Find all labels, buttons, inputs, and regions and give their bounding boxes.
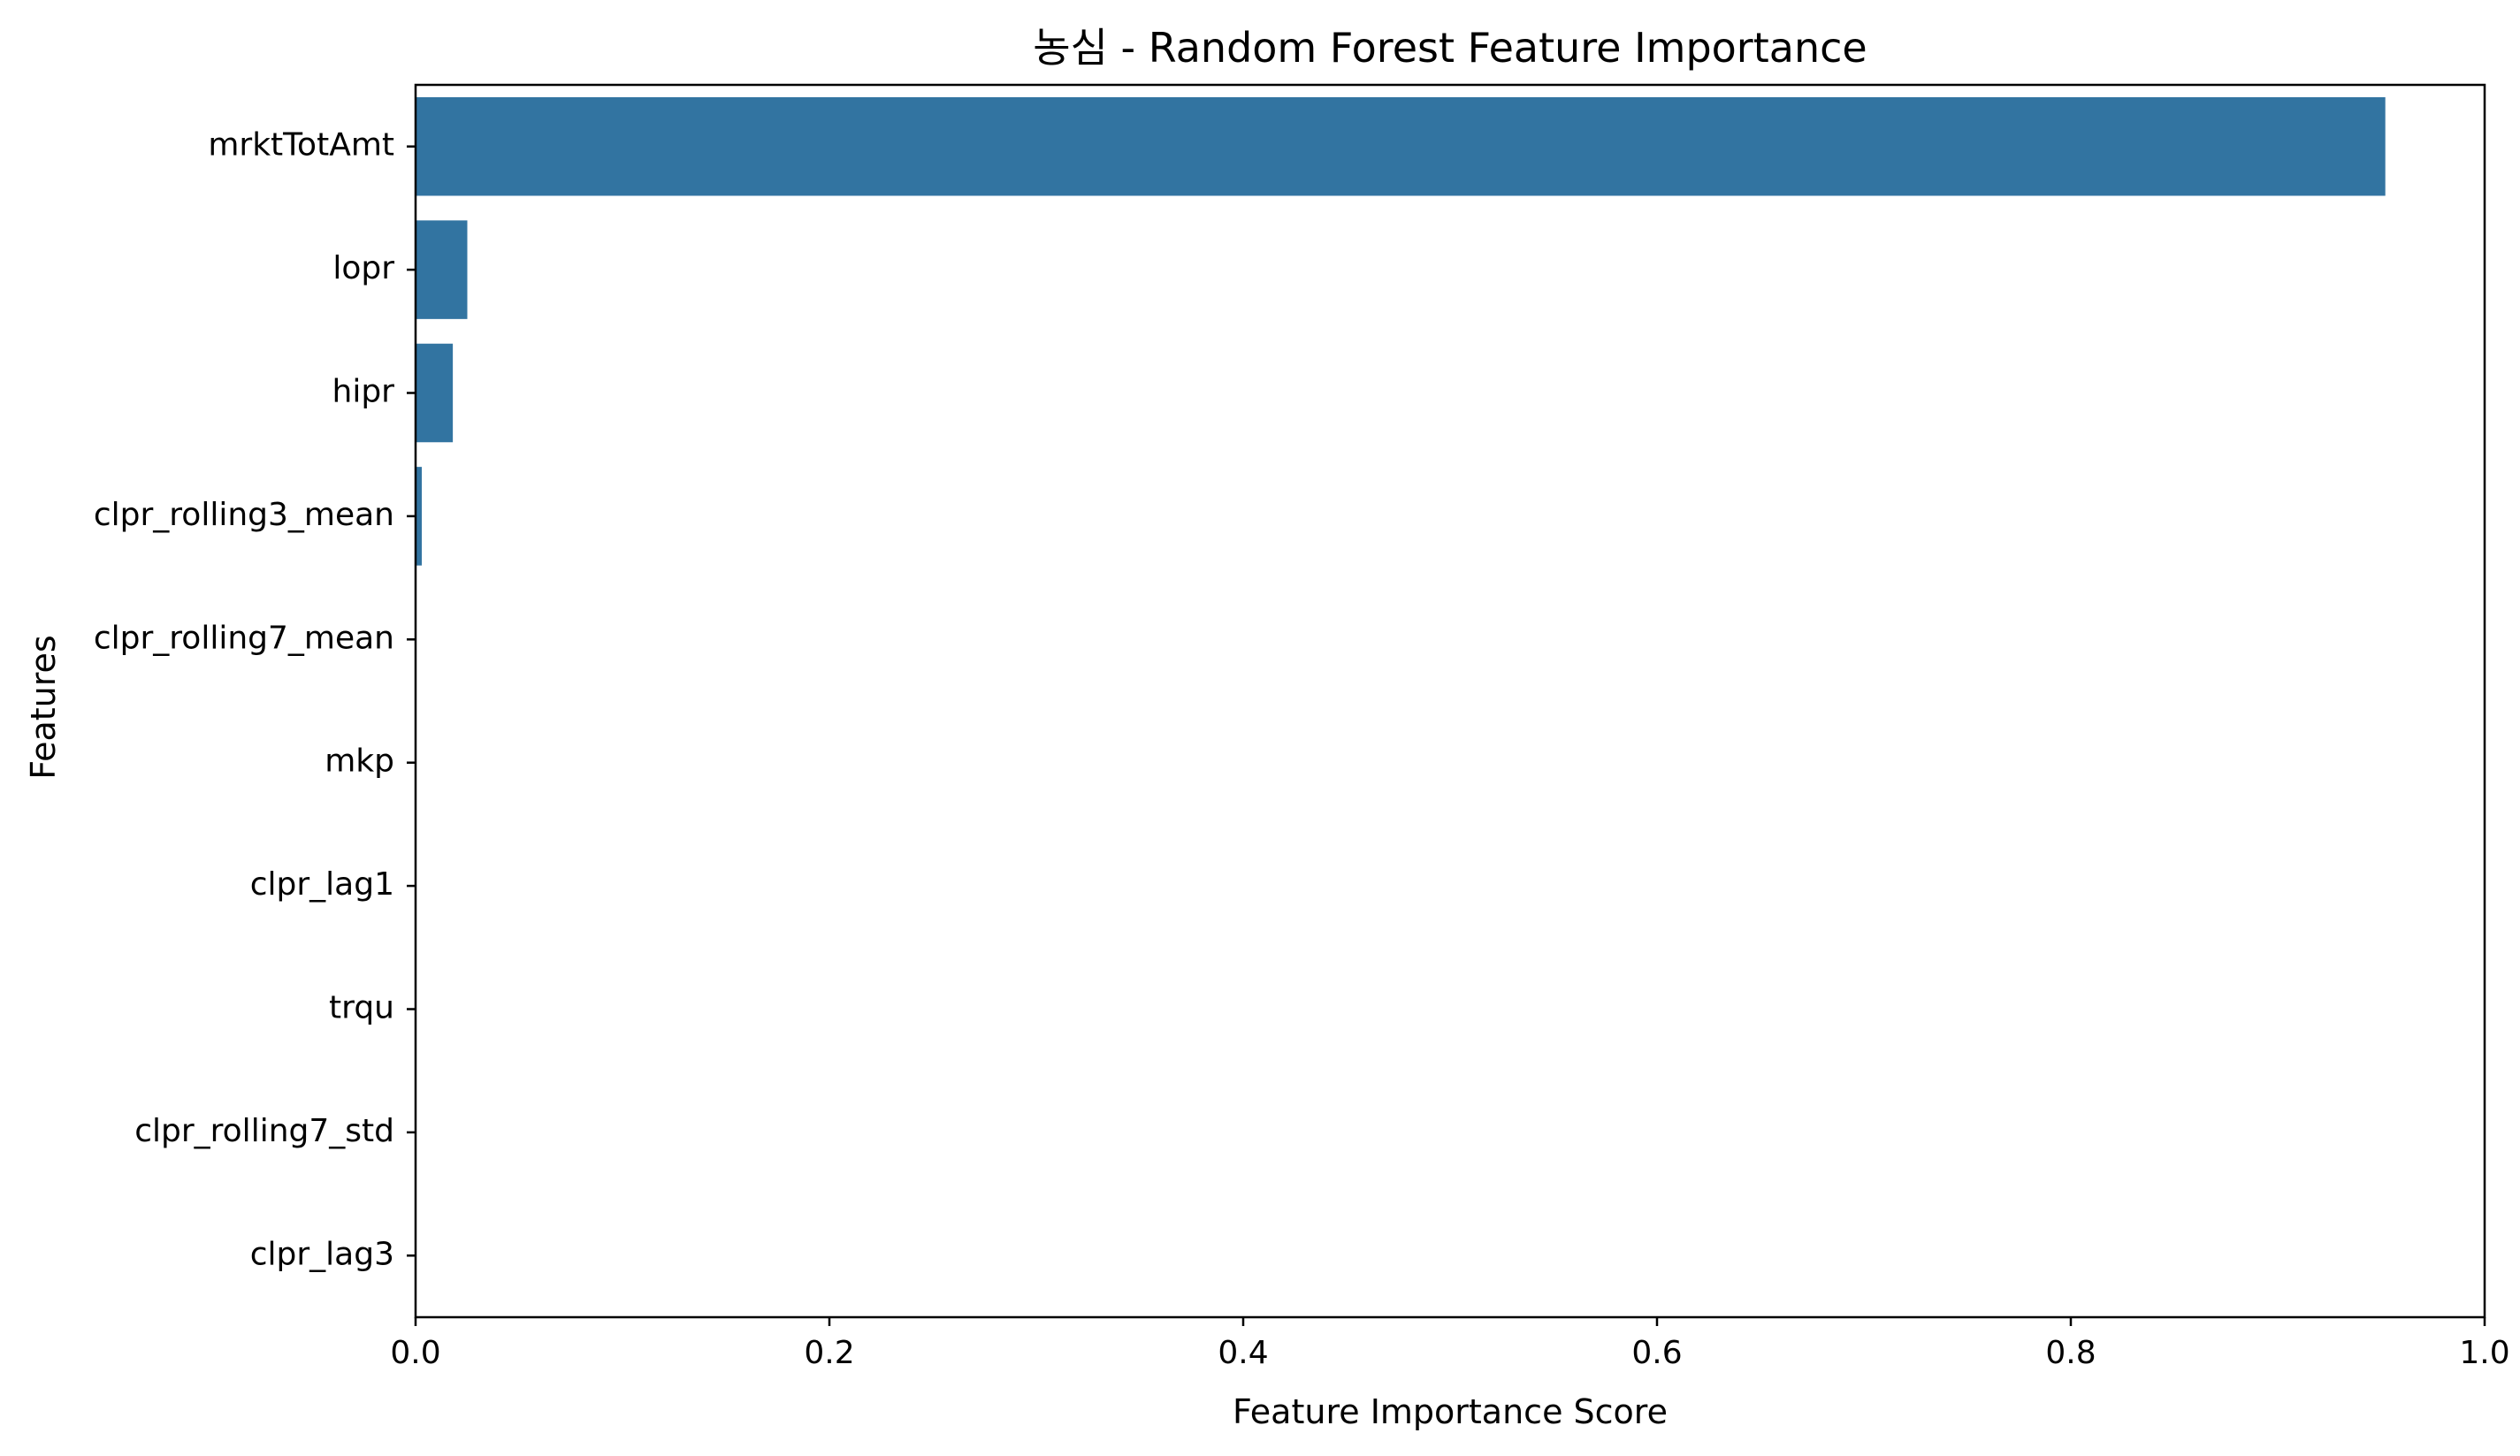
y-tick-label: trqu xyxy=(329,990,394,1026)
y-tick-label: lopr xyxy=(332,250,394,286)
y-tick-label: clpr_rolling3_mean xyxy=(94,497,394,533)
x-tick-label: 0.4 xyxy=(1218,1335,1268,1371)
x-axis-label: Feature Importance Score xyxy=(1233,1392,1668,1431)
y-tick-label: hipr xyxy=(332,374,395,410)
y-tick-label: clpr_rolling7_std xyxy=(134,1113,394,1149)
bar-lopr xyxy=(416,220,468,319)
bar-mrktTotAmt xyxy=(416,97,2386,196)
x-tick-label: 1.0 xyxy=(2459,1335,2509,1371)
bar-hipr xyxy=(416,344,453,443)
y-tick-label: clpr_lag1 xyxy=(250,866,394,903)
x-tick-label: 0.8 xyxy=(2045,1335,2096,1371)
chart-title: 농심 - Random Forest Feature Importance xyxy=(1033,24,1867,72)
y-tick-label: mrktTotAmt xyxy=(208,127,394,164)
y-tick-label: mkp xyxy=(325,743,394,780)
y-tick-label: clpr_lag3 xyxy=(250,1236,394,1272)
y-tick-label: clpr_rolling7_mean xyxy=(94,620,394,656)
x-tick-label: 0.0 xyxy=(390,1335,440,1371)
y-axis-label: Features xyxy=(24,635,63,779)
x-tick-label: 0.2 xyxy=(804,1335,854,1371)
x-tick-label: 0.6 xyxy=(1631,1335,1682,1371)
